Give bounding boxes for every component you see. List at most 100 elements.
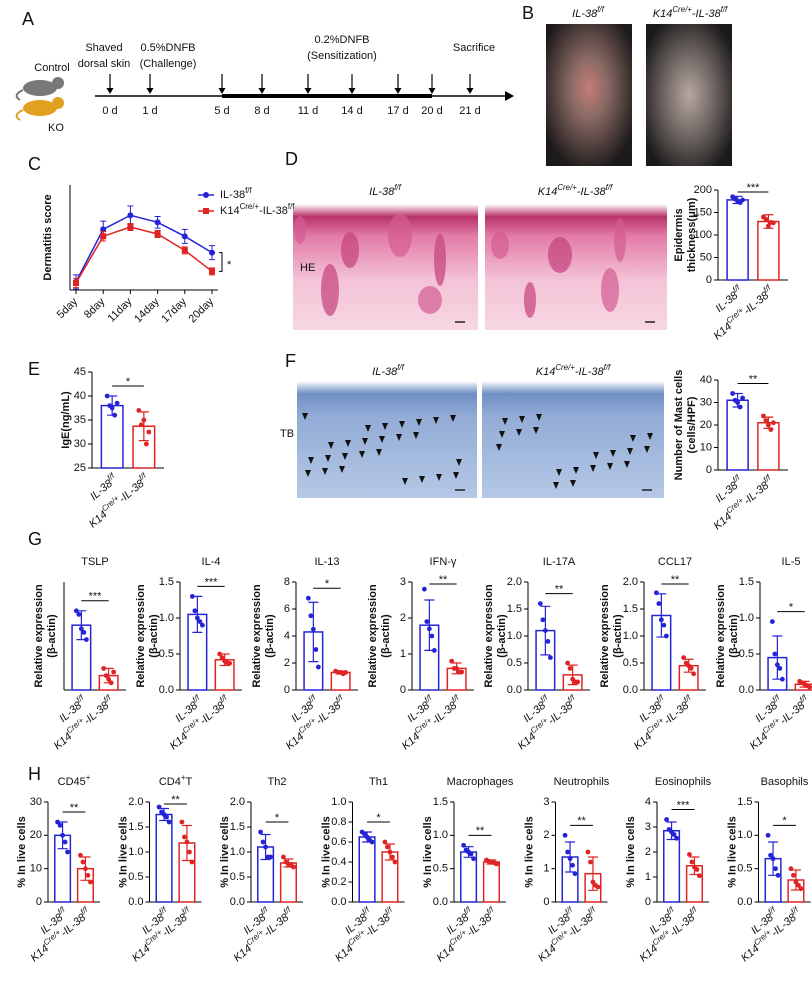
y-tick-label: 0.0 <box>230 896 245 908</box>
chart-title-part: Th1 <box>369 776 388 788</box>
x-tick-label: K14Cre/+-IL-38f/f <box>630 692 698 752</box>
y-axis-title: (β-actin) <box>264 614 276 658</box>
y-tick-label: 4 <box>645 796 651 808</box>
y-axis-title: (β-actin) <box>380 614 392 658</box>
x-tick-label-part: f/f <box>450 692 461 704</box>
data-point <box>108 680 114 686</box>
chart-title-part: Neutrophils <box>554 776 610 788</box>
y-axis-title: % In live cells <box>726 816 738 888</box>
y-tick-label: 0.5 <box>623 657 638 669</box>
x-tick-label-part: f/f <box>770 692 781 704</box>
y-tick-label: 50 <box>700 251 712 263</box>
point <box>181 247 188 254</box>
data-point <box>768 852 773 858</box>
significance: * <box>275 812 280 824</box>
data-point <box>766 223 771 229</box>
y-axis-title: (β-actin) <box>46 614 58 658</box>
mast-cell-arrow <box>376 449 382 456</box>
y-tick-label: 30 <box>74 438 86 450</box>
chart-title: IFN-γ <box>430 556 457 568</box>
image-title: IL-38f/f <box>572 5 604 20</box>
significance: * <box>325 578 330 590</box>
x-tick-label-part: f/f <box>55 904 66 916</box>
x-tick-label-part: f/f <box>102 692 113 704</box>
y-axis-title: % In live cells <box>320 816 332 888</box>
x-tick-label-part: f/f <box>334 692 345 704</box>
y-tick-label: 40 <box>700 374 712 386</box>
data-point <box>305 595 311 601</box>
follicle <box>601 268 619 312</box>
data-point <box>761 413 766 419</box>
follicle <box>524 282 536 318</box>
histology-image <box>297 382 477 498</box>
mast-cell-arrow <box>624 461 630 468</box>
significance: * <box>789 602 794 614</box>
panel-label: G <box>28 529 42 549</box>
chart-title-part: Basophils <box>761 776 809 788</box>
y-tick-label: 0 <box>284 684 290 696</box>
x-tick-label-part: f/f <box>731 282 742 294</box>
y-tick-label: 0.0 <box>737 896 752 908</box>
significance: ** <box>671 574 680 586</box>
x-tick-label: 5day <box>55 295 81 321</box>
y-axis-title: (cells/HPF) <box>686 396 698 453</box>
data-point <box>766 422 771 428</box>
y-tick-label: 10 <box>30 863 42 875</box>
chart-title: TSLP <box>81 556 109 568</box>
data-point <box>343 670 349 675</box>
data-point <box>114 400 120 406</box>
y-axis-title: % In live cells <box>117 816 129 888</box>
data-point <box>426 626 432 632</box>
x-tick-label-part: f/f <box>180 904 191 916</box>
data-point <box>263 844 268 850</box>
image-title: IL-38f/f <box>372 363 404 378</box>
y-axis-title: Dermatitis score <box>42 194 54 280</box>
y-tick-label: 150 <box>694 206 712 218</box>
chart-title: Th1 <box>369 776 388 788</box>
x-tick-label-part: f/f <box>586 904 597 916</box>
data-point <box>461 842 466 848</box>
group-label: Control <box>34 62 69 74</box>
data-point <box>663 633 669 639</box>
y-axis-title: % In live cells <box>16 816 28 888</box>
mast-cell-arrow <box>516 429 522 436</box>
y-tick-label: 2 <box>284 657 290 669</box>
data-point <box>57 822 63 828</box>
data-point <box>771 420 776 426</box>
legend-label-part: IL-38 <box>220 189 245 201</box>
follicle <box>491 231 509 259</box>
chart-title-part: Macrophages <box>447 776 514 788</box>
image-title: IL-38f/f <box>369 183 401 198</box>
data-point <box>138 422 144 428</box>
data-point <box>179 819 185 825</box>
histology-image <box>293 204 478 330</box>
mast-cell-arrow <box>402 478 408 485</box>
data-point <box>385 844 390 850</box>
bar <box>330 671 351 691</box>
x-tick-label: 14day <box>132 295 162 325</box>
data-point <box>575 679 581 685</box>
y-tick-label: 45 <box>74 366 86 378</box>
data-point <box>194 615 200 621</box>
mast-cell-arrow <box>450 415 456 422</box>
y-tick-label: 1 <box>543 863 549 875</box>
chart-title-part: + <box>86 773 91 782</box>
y-tick-label: 2.0 <box>230 796 245 808</box>
y-tick-label: 0.0 <box>128 896 143 908</box>
mast-cell-arrow <box>647 433 653 440</box>
data-point <box>763 418 769 423</box>
data-point <box>449 658 455 664</box>
significance: * <box>227 259 232 271</box>
y-tick-label: 35 <box>74 414 86 426</box>
data-point <box>83 637 89 642</box>
y-tick-label: 3 <box>400 576 406 588</box>
image-title-part: IL-38 <box>572 8 598 20</box>
data-point <box>258 829 263 835</box>
legend-label-part: -IL-38 <box>259 205 288 217</box>
mast-cell-arrow <box>342 453 348 460</box>
data-point <box>369 839 375 845</box>
image-title-part: Cre/+ <box>555 363 575 372</box>
y-tick-label: 3 <box>543 796 549 808</box>
x-tick-label: K14Cre/+-IL-38f/f <box>514 692 582 752</box>
